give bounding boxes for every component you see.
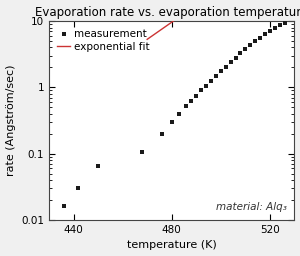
measurement [258, 36, 262, 39]
Title: Evaporation rate vs. evaporation temperature: Evaporation rate vs. evaporation tempera… [35, 6, 300, 18]
measurement [200, 89, 203, 92]
measurement [160, 132, 164, 135]
measurement [263, 33, 267, 36]
measurement [234, 56, 237, 59]
X-axis label: temperature (K): temperature (K) [127, 240, 217, 250]
measurement [278, 24, 281, 27]
measurement [248, 44, 252, 47]
exponential fit [146, 38, 149, 41]
exponential fit [146, 37, 149, 40]
measurement [214, 74, 218, 77]
measurement [194, 94, 198, 97]
measurement [190, 100, 193, 103]
measurement [268, 29, 272, 33]
Text: material: Alq₃: material: Alq₃ [216, 202, 287, 212]
measurement [204, 84, 208, 88]
Line: measurement: measurement [62, 22, 286, 208]
measurement [170, 121, 173, 124]
measurement [238, 52, 242, 55]
measurement [209, 79, 213, 82]
measurement [229, 61, 232, 64]
measurement [273, 27, 277, 30]
Y-axis label: rate (Angström/sec): rate (Angström/sec) [6, 65, 16, 176]
Line: exponential fit: exponential fit [147, 0, 287, 39]
measurement [244, 48, 247, 51]
measurement [177, 112, 181, 115]
measurement [219, 70, 223, 73]
Legend: measurement, exponential fit: measurement, exponential fit [54, 26, 153, 55]
measurement [96, 165, 100, 168]
measurement [76, 187, 80, 190]
measurement [283, 22, 286, 25]
measurement [62, 205, 65, 208]
measurement [140, 150, 144, 153]
measurement [184, 105, 188, 108]
measurement [224, 65, 227, 68]
measurement [254, 40, 257, 43]
